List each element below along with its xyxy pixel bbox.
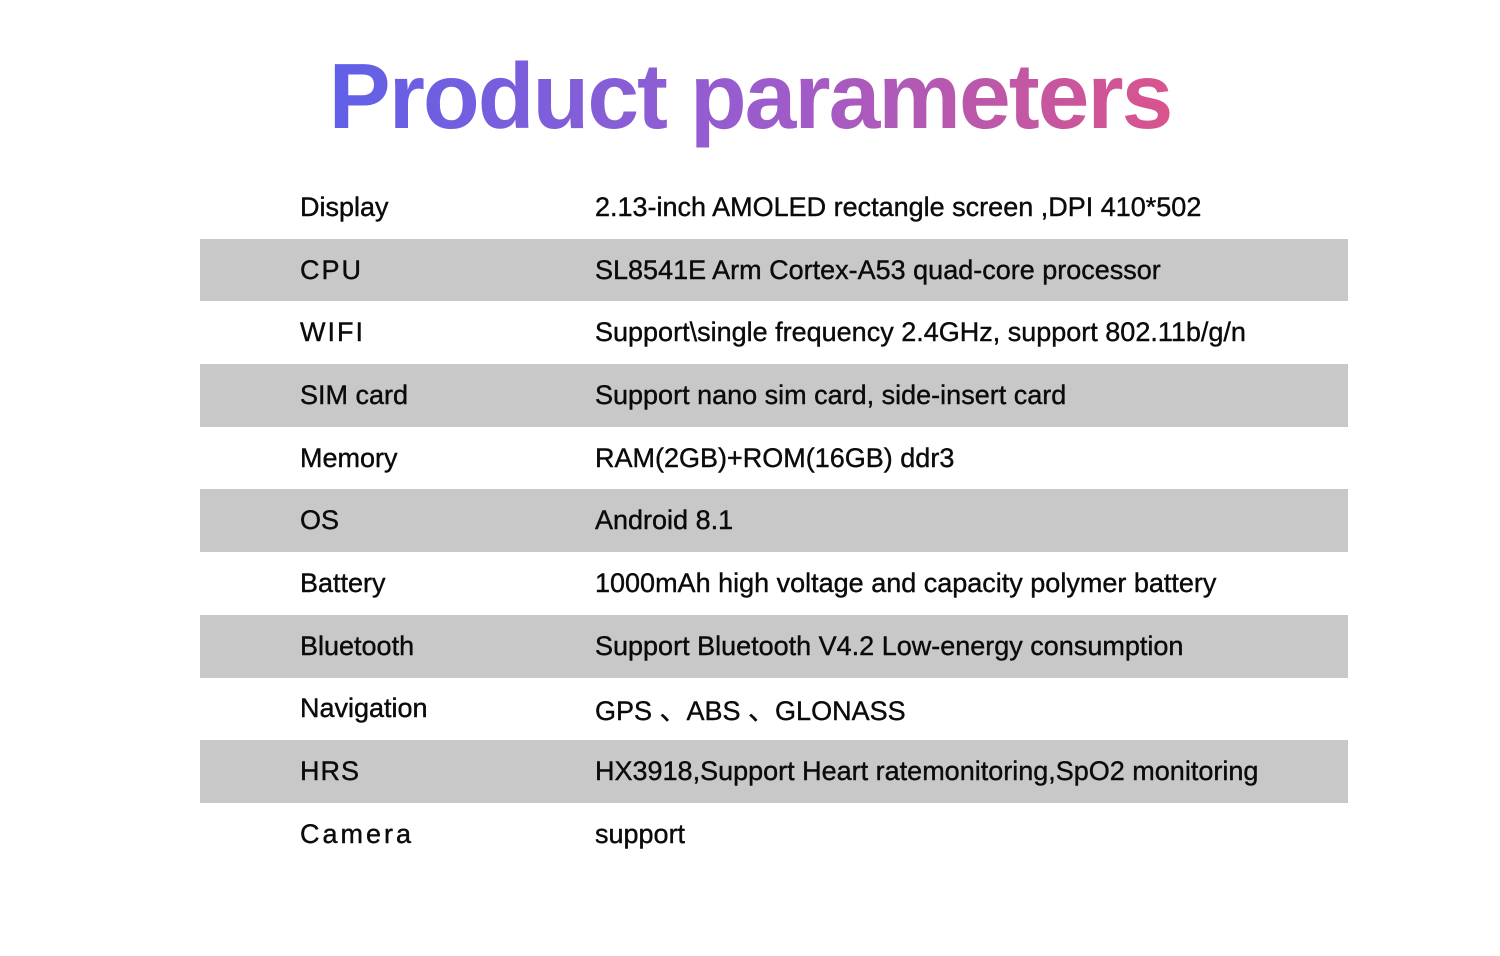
spec-value: Support nano sim card, side-insert card [595,379,1067,410]
spec-row: OS Android 8.1 [200,489,1348,553]
spec-row: Battery 1000mAh high voltage and capacit… [200,552,1348,615]
spec-row: Bluetooth Support Bluetooth V4.2 Low-ene… [200,614,1348,678]
spec-value: 1000mAh high voltage and capacity polyme… [595,567,1217,598]
spec-label: Battery [300,567,386,598]
spec-row: CPU SL8541E Arm Cortex-A53 quad-core pro… [200,238,1348,302]
spec-table: Display 2.13-inch AMOLED rectangle scree… [200,176,1348,866]
spec-row: Display 2.13-inch AMOLED rectangle scree… [200,176,1348,239]
spec-label: HRS [300,756,361,787]
spec-label: Camera [300,818,415,849]
page-title: Product parameters [0,36,1500,157]
spec-row: HRS HX3918,Support Heart ratemonitoring,… [200,740,1348,803]
spec-value: RAM(2GB)+ROM(16GB) ddr3 [595,442,955,473]
spec-value: Support Bluetooth V4.2 Low-energy consum… [595,630,1184,661]
spec-row: Memory RAM(2GB)+ROM(16GB) ddr3 [200,427,1348,490]
spec-value: Support\single frequency 2.4GHz, support… [595,317,1246,348]
spec-label: Navigation [300,693,428,724]
spec-label: Display [300,191,389,222]
spec-row: Navigation GPS 、ABS 、GLONASS [200,678,1348,741]
page-title-text: Product parameters [329,36,1174,157]
spec-value: GPS 、ABS 、GLONASS [595,696,906,727]
spec-row: WIFI Support\single frequency 2.4GHz, su… [200,301,1348,364]
spec-label: SIM card [300,379,409,410]
spec-value: HX3918,Support Heart ratemonitoring,SpO2… [595,756,1259,787]
spec-row: Camera support [200,803,1348,866]
spec-label: Memory [300,442,398,473]
spec-value: SL8541E Arm Cortex-A53 quad-core process… [595,254,1161,285]
spec-label: CPU [300,254,364,285]
spec-value: 2.13-inch AMOLED rectangle screen ,DPI 4… [595,191,1202,222]
spec-value: support [595,818,686,849]
spec-row: SIM card Support nano sim card, side-ins… [200,364,1348,427]
spec-label: WIFI [300,317,365,348]
spec-label: Bluetooth [300,630,415,661]
spec-label: OS [300,505,340,536]
spec-value: Android 8.1 [595,505,734,536]
